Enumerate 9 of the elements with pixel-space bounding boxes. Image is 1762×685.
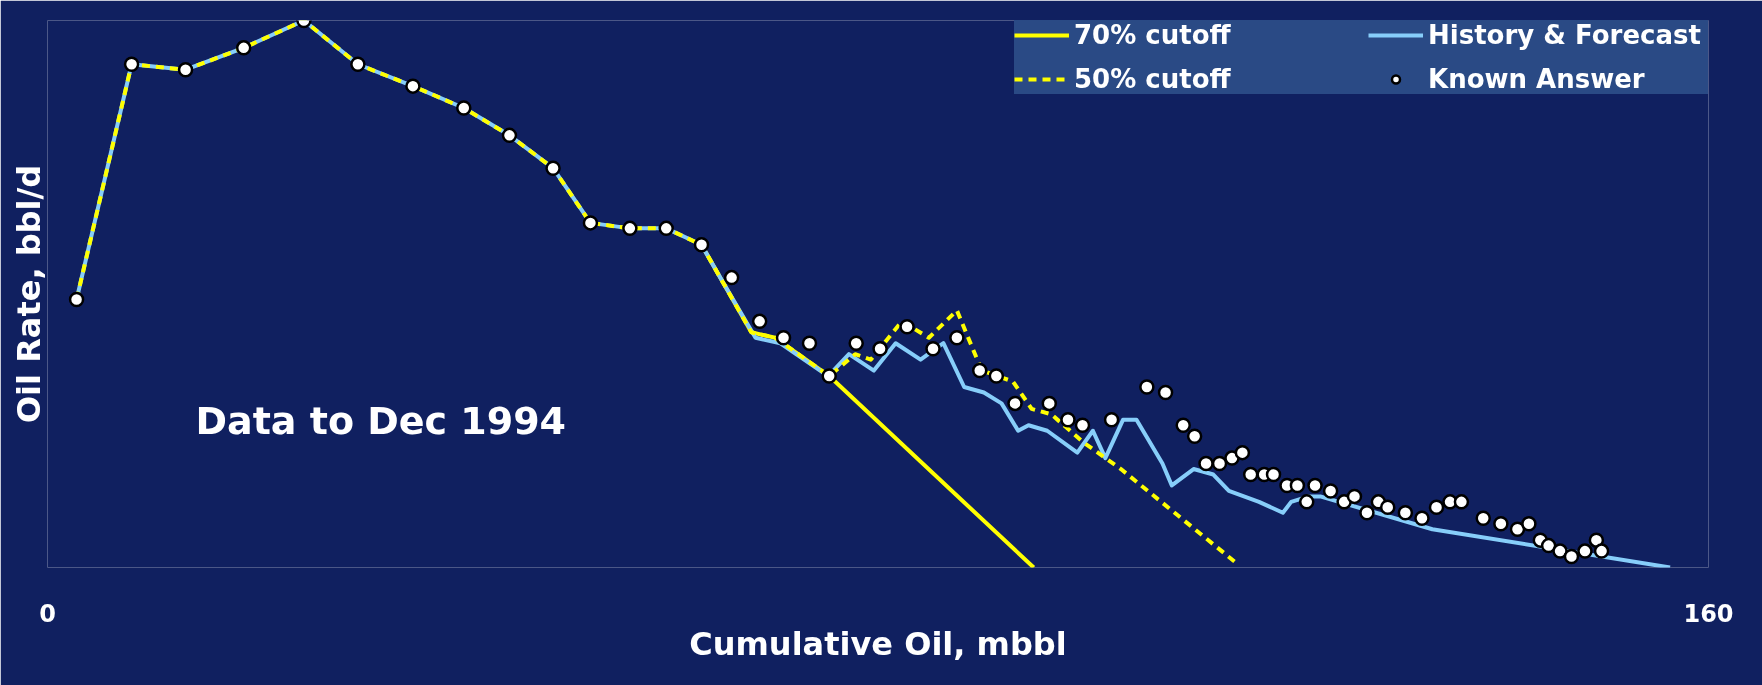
x-tick-label: 0 [39, 599, 56, 628]
legend-label: Known Answer [1428, 64, 1646, 94]
legend-label: 50% cutoff [1074, 64, 1232, 94]
legend-label: History & Forecast [1428, 20, 1702, 50]
y-axis-title: Oil Rate, bbl/d [9, 164, 48, 424]
legend-label: 70% cutoff [1074, 20, 1232, 50]
x-axis-title: Cumulative Oil, mbbl [689, 624, 1067, 663]
x-tick-label: 160 [1683, 599, 1734, 628]
annotation: Data to Dec 1994 [195, 398, 567, 443]
